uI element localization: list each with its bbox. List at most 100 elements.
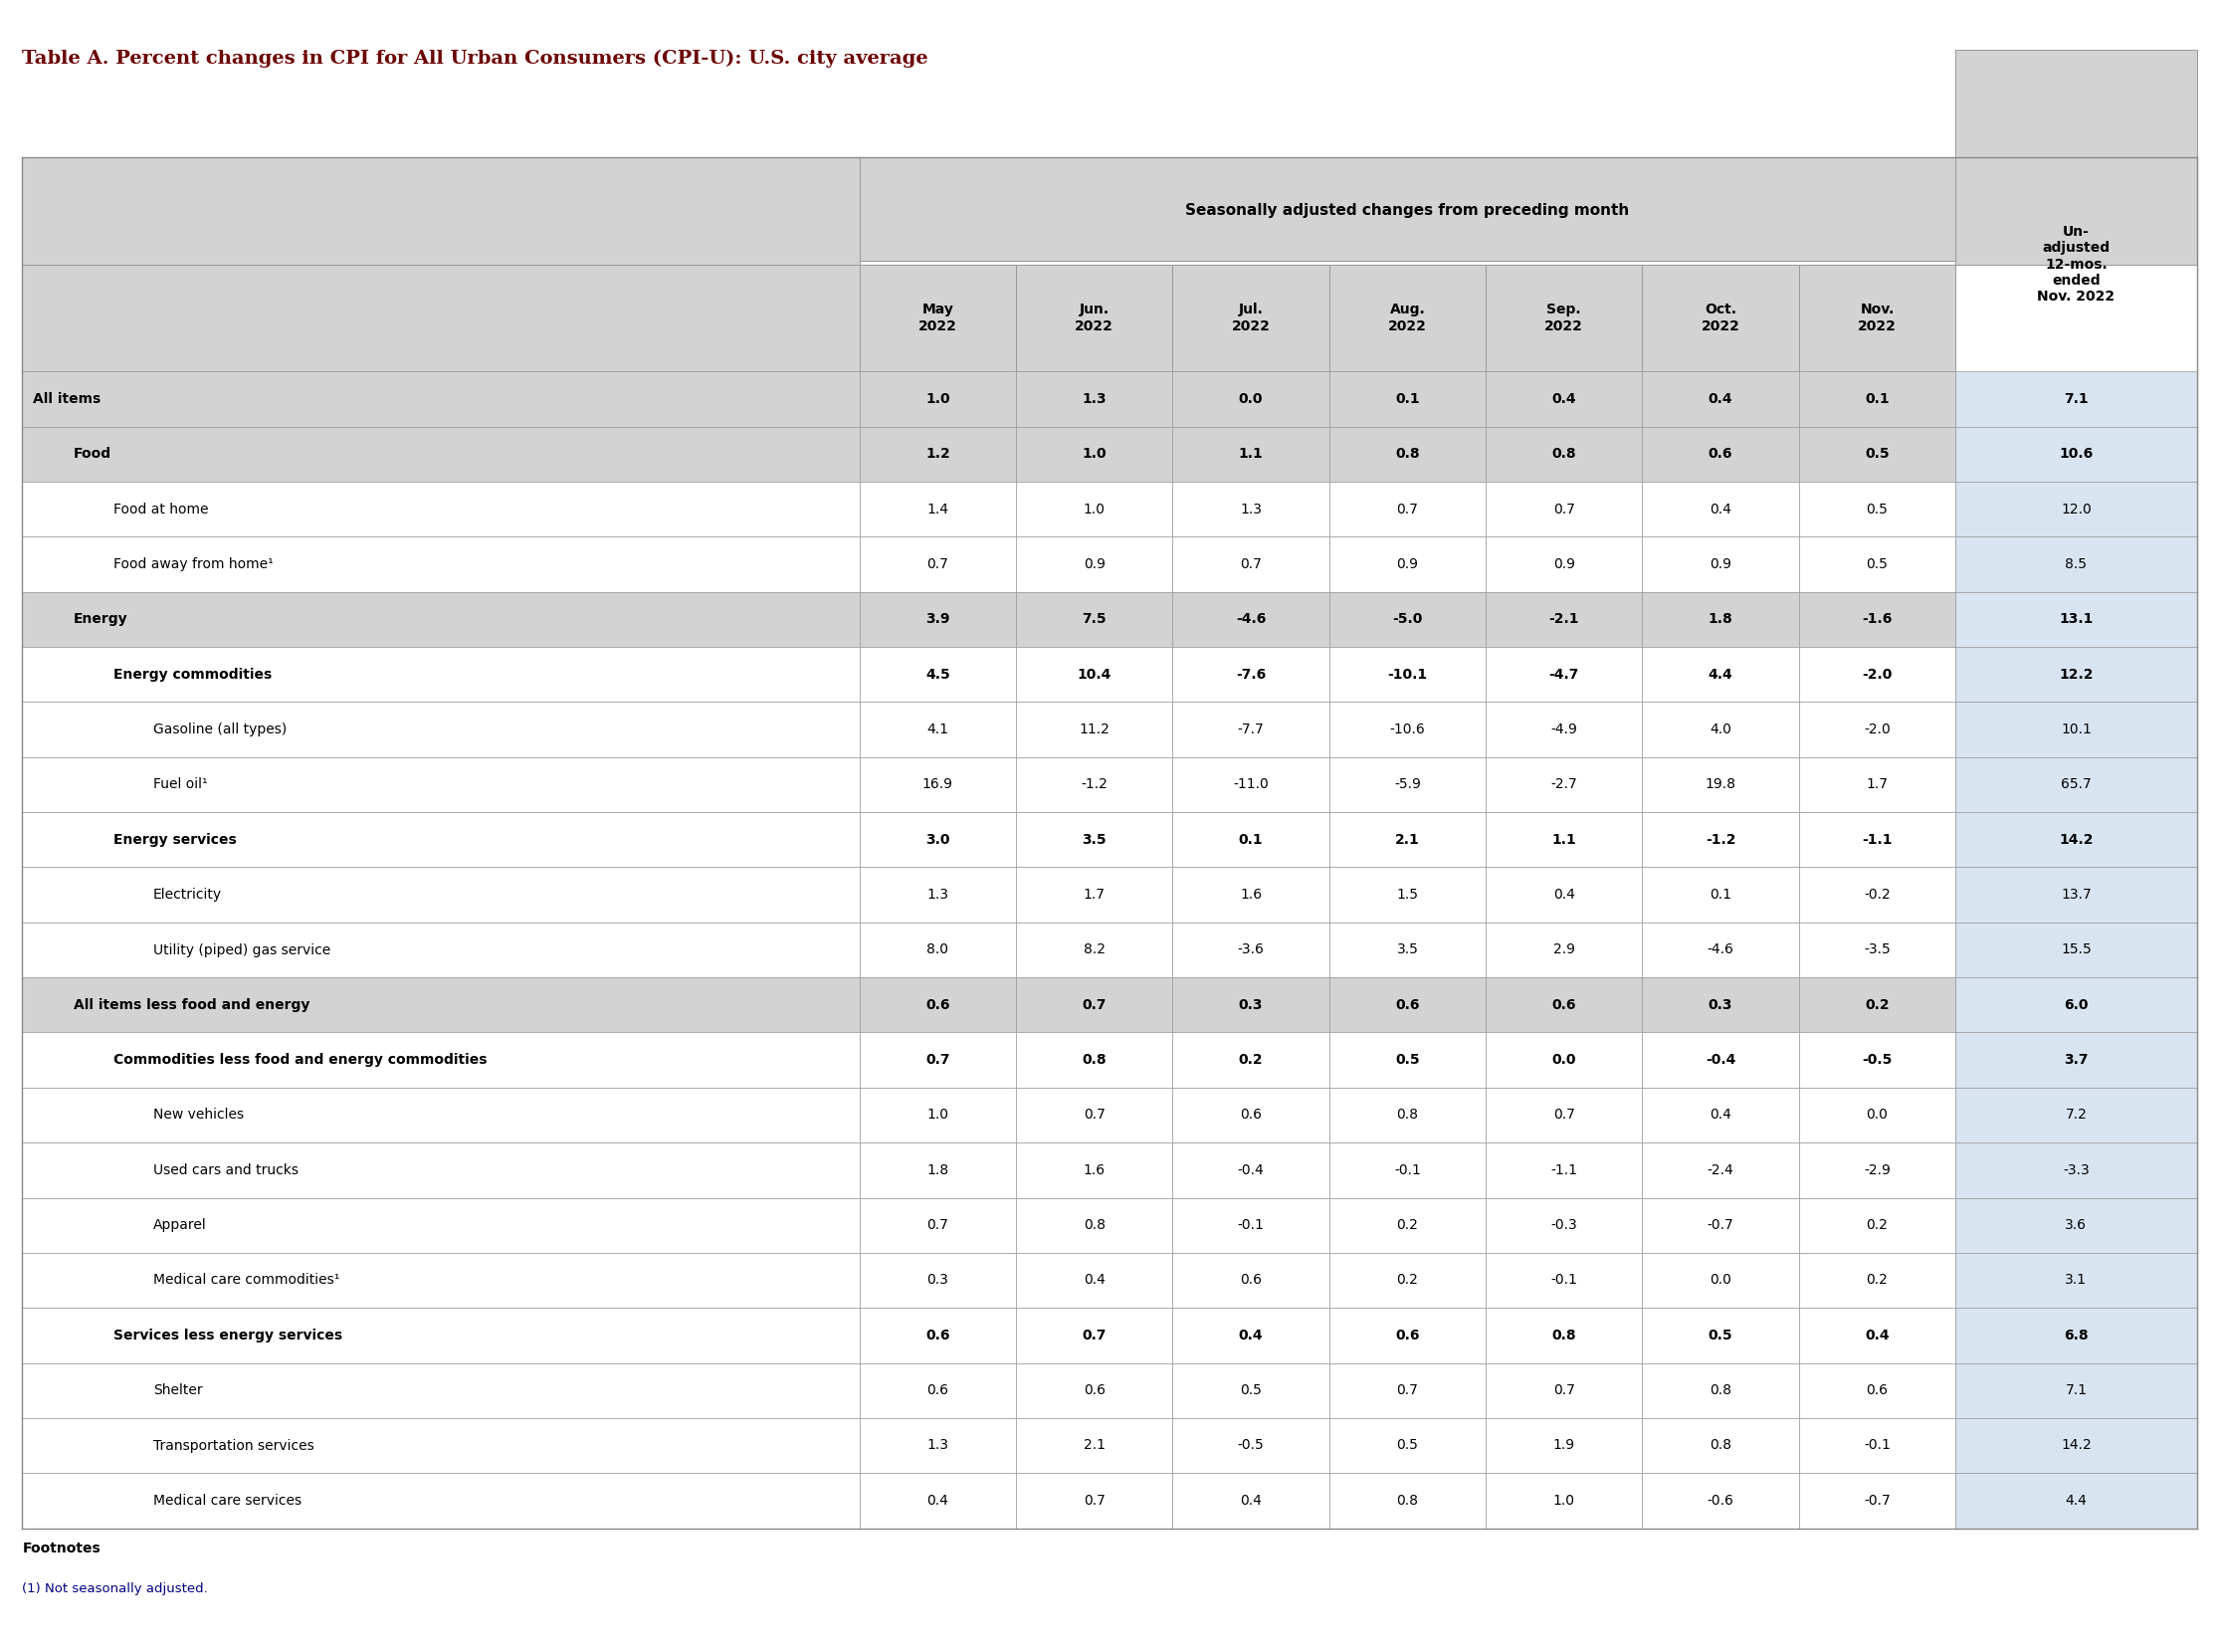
Bar bbox=[1487, 1252, 1642, 1308]
Bar bbox=[1642, 813, 1800, 867]
Bar bbox=[1487, 1363, 1642, 1417]
Text: Apparel: Apparel bbox=[153, 1218, 206, 1232]
Text: 0.5: 0.5 bbox=[1864, 448, 1888, 461]
Bar bbox=[859, 813, 1016, 867]
Bar bbox=[1642, 1143, 1800, 1198]
Text: Transportation services: Transportation services bbox=[153, 1439, 315, 1452]
Bar bbox=[1642, 1087, 1800, 1143]
Text: Nov.
2022: Nov. 2022 bbox=[1857, 302, 1897, 334]
Text: 1.1: 1.1 bbox=[1551, 833, 1575, 847]
Text: -2.9: -2.9 bbox=[1864, 1163, 1891, 1178]
Text: Energy commodities: Energy commodities bbox=[113, 667, 271, 682]
Bar bbox=[1329, 372, 1487, 426]
Text: Food: Food bbox=[73, 448, 111, 461]
Text: 1.0: 1.0 bbox=[1083, 502, 1105, 517]
Text: 0.5: 0.5 bbox=[1866, 557, 1888, 572]
Text: 19.8: 19.8 bbox=[1704, 778, 1735, 791]
Text: -1.2: -1.2 bbox=[1081, 778, 1107, 791]
Bar bbox=[859, 1363, 1016, 1417]
Bar bbox=[1800, 922, 1955, 978]
Bar bbox=[1642, 867, 1800, 922]
Text: Shelter: Shelter bbox=[153, 1383, 202, 1398]
Text: 1.3: 1.3 bbox=[928, 887, 950, 902]
Bar bbox=[859, 1032, 1016, 1087]
Text: 0.4: 0.4 bbox=[1553, 887, 1575, 902]
Bar bbox=[22, 482, 859, 537]
Bar bbox=[1487, 1087, 1642, 1143]
Text: -0.4: -0.4 bbox=[1238, 1163, 1265, 1178]
Text: -2.0: -2.0 bbox=[1862, 667, 1893, 682]
Text: Sep.
2022: Sep. 2022 bbox=[1544, 302, 1584, 334]
Text: 1.9: 1.9 bbox=[1553, 1439, 1575, 1452]
Text: 2.1: 2.1 bbox=[1396, 833, 1420, 847]
Text: -3.3: -3.3 bbox=[2064, 1163, 2090, 1178]
Bar bbox=[1016, 537, 1172, 591]
Text: 0.2: 0.2 bbox=[1866, 1274, 1888, 1287]
Bar bbox=[22, 426, 859, 482]
Bar bbox=[1955, 1032, 2197, 1087]
Bar bbox=[859, 482, 1016, 537]
Text: 0.7: 0.7 bbox=[1083, 1108, 1105, 1122]
Text: 1.5: 1.5 bbox=[1396, 887, 1418, 902]
Text: Food at home: Food at home bbox=[113, 502, 209, 517]
Text: -11.0: -11.0 bbox=[1234, 778, 1269, 791]
Bar bbox=[1329, 1474, 1487, 1528]
Bar bbox=[1329, 1417, 1487, 1474]
Bar bbox=[1955, 648, 2197, 702]
Bar bbox=[1800, 1198, 1955, 1252]
Bar bbox=[1016, 1198, 1172, 1252]
Bar bbox=[1329, 702, 1487, 757]
Bar bbox=[1172, 1417, 1329, 1474]
Text: Utility (piped) gas service: Utility (piped) gas service bbox=[153, 943, 331, 957]
Bar bbox=[1016, 1087, 1172, 1143]
Text: -7.7: -7.7 bbox=[1238, 722, 1265, 737]
Text: 3.9: 3.9 bbox=[925, 613, 950, 626]
Text: -1.1: -1.1 bbox=[1551, 1163, 1578, 1178]
Bar bbox=[1016, 1032, 1172, 1087]
Bar bbox=[1329, 537, 1487, 591]
Bar bbox=[1955, 1252, 2197, 1308]
Bar bbox=[22, 757, 859, 813]
Bar bbox=[1329, 648, 1487, 702]
Bar bbox=[1955, 591, 2197, 648]
Text: 0.9: 0.9 bbox=[1083, 557, 1105, 572]
Text: -0.7: -0.7 bbox=[1864, 1493, 1891, 1508]
Bar bbox=[1172, 1252, 1329, 1308]
Text: -0.1: -0.1 bbox=[1864, 1439, 1891, 1452]
Text: 7.2: 7.2 bbox=[2066, 1108, 2088, 1122]
Text: -3.6: -3.6 bbox=[1238, 943, 1265, 957]
Text: 3.0: 3.0 bbox=[925, 833, 950, 847]
Text: 0.8: 0.8 bbox=[1551, 1328, 1575, 1343]
Bar bbox=[1642, 1417, 1800, 1474]
Text: Oct.
2022: Oct. 2022 bbox=[1702, 302, 1740, 334]
Text: -10.1: -10.1 bbox=[1387, 667, 1427, 682]
Text: 0.5: 0.5 bbox=[1866, 502, 1888, 517]
Text: 0.1: 0.1 bbox=[1396, 392, 1420, 406]
Text: 1.7: 1.7 bbox=[1083, 887, 1105, 902]
Bar bbox=[1016, 1143, 1172, 1198]
Bar bbox=[1800, 1308, 1955, 1363]
Text: 12.2: 12.2 bbox=[2059, 667, 2093, 682]
Bar bbox=[1955, 922, 2197, 978]
Bar bbox=[859, 757, 1016, 813]
Text: 6.0: 6.0 bbox=[2064, 998, 2088, 1013]
Bar bbox=[859, 1087, 1016, 1143]
Bar bbox=[1329, 1363, 1487, 1417]
Bar bbox=[1642, 1198, 1800, 1252]
Bar bbox=[1800, 264, 1955, 372]
Bar bbox=[1016, 372, 1172, 426]
Text: -1.6: -1.6 bbox=[1862, 613, 1893, 626]
Text: 1.8: 1.8 bbox=[1709, 613, 1733, 626]
Text: 0.3: 0.3 bbox=[1709, 998, 1733, 1013]
Bar bbox=[1642, 537, 1800, 591]
Text: -2.1: -2.1 bbox=[1549, 613, 1580, 626]
Bar bbox=[22, 1198, 859, 1252]
Text: -2.4: -2.4 bbox=[1706, 1163, 1733, 1178]
Bar bbox=[1487, 426, 1642, 482]
Text: Energy: Energy bbox=[73, 613, 126, 626]
Bar bbox=[859, 1308, 1016, 1363]
Bar bbox=[1329, 1308, 1487, 1363]
Bar bbox=[1800, 1474, 1955, 1528]
Text: 0.4: 0.4 bbox=[1551, 392, 1575, 406]
Text: 10.6: 10.6 bbox=[2059, 448, 2093, 461]
